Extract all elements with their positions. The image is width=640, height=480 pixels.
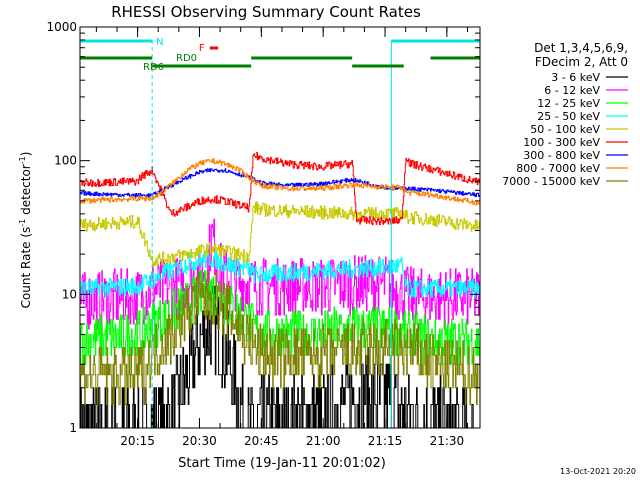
y-axis-title-exp: -1 <box>18 219 27 227</box>
plot-border <box>79 26 481 429</box>
chart-title: RHESSI Observing Summary Count Rates <box>111 3 421 21</box>
legend-label: 800 - 7000 keV <box>516 162 600 175</box>
y-tick-label: 1 <box>69 421 77 435</box>
decimation-label-rd0: RD0 <box>176 53 197 64</box>
series-line-4 <box>80 250 481 299</box>
flare-flag-label: F <box>199 43 205 54</box>
legend-label: 300 - 800 keV <box>523 149 600 162</box>
plot-area: N F RD6 RD0 <box>80 37 481 429</box>
legend-label: 50 - 100 keV <box>530 123 600 136</box>
series-line-8 <box>80 157 481 206</box>
plot-frame: 1 10 100 1000 20:15 20:30 20:45 21:00 21:15 21:30 <box>46 20 481 448</box>
legend-header-line-1: Det 1,3,4,5,6,9, <box>534 41 628 55</box>
x-tick-label: 20:30 <box>182 434 217 448</box>
footer-date: 13-Oct-2021 20:20 <box>560 467 636 476</box>
x-tick-label: 21:00 <box>306 434 341 448</box>
series-line-5 <box>80 201 481 267</box>
series-line-9 <box>80 270 481 405</box>
legend-label: 6 - 12 keV <box>544 84 600 97</box>
legend-label: 100 - 300 keV <box>523 136 600 149</box>
y-tick-label: 10 <box>62 287 77 301</box>
y-axis-title-tail: detector <box>19 164 33 219</box>
legend-header-line-2: FDecim 2, Att 0 <box>535 55 628 69</box>
x-tick-label: 20:15 <box>120 434 155 448</box>
svg-text:Count Rate (s-1 detector-1): Count Rate (s-1 detector-1) <box>18 152 33 309</box>
x-axis-title: Start Time (19-Jan-11 20:01:02) <box>178 456 386 471</box>
y-axis-title-close: ) <box>19 152 33 157</box>
legend-label: 12 - 25 keV <box>537 97 600 110</box>
legend-label: 7000 - 15000 keV <box>502 175 600 188</box>
night-flag-label: N <box>156 37 163 48</box>
x-tick-label: 21:15 <box>368 434 403 448</box>
x-tick-label: 20:45 <box>244 434 279 448</box>
legend-label: 3 - 6 keV <box>551 71 600 84</box>
decimation-label-rd6: RD6 <box>143 62 164 73</box>
y-axis-title-exp2: -1 <box>18 156 27 164</box>
series-line-6 <box>80 151 481 226</box>
y-axis-title-main: Count Rate (s <box>19 227 33 309</box>
y-tick-label: 1000 <box>46 20 77 34</box>
legend-label: 25 - 50 keV <box>537 110 600 123</box>
series-line-2 <box>80 218 481 330</box>
y-axis-title: Count Rate (s-1 detector-1) <box>18 152 33 309</box>
x-tick-label: 21:30 <box>430 434 465 448</box>
y-tick-label: 100 <box>54 154 77 168</box>
